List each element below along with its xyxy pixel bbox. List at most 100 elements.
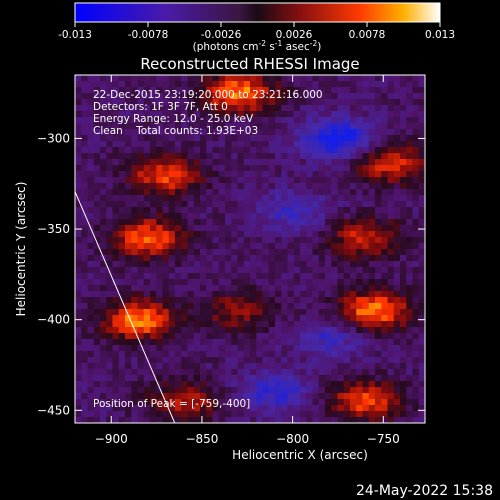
heatmap-cell [331,165,338,172]
heatmap-cell [400,339,407,346]
heatmap-cell [331,285,338,292]
heatmap-cell [243,153,251,160]
heatmap-cell [118,255,126,262]
heatmap-cell [168,285,176,292]
heatmap-cell [387,111,395,118]
heatmap-cell [356,351,363,358]
heatmap-cell [106,381,113,388]
heatmap-cell [368,165,376,172]
heatmap-cell [325,381,332,388]
heatmap-cell [150,219,157,226]
heatmap-cell [137,213,145,220]
heatmap-cell [350,129,357,136]
heatmap-cell [206,309,213,316]
heatmap-cell [175,159,182,166]
heatmap-cell [350,405,357,412]
heatmap-cell [268,351,276,358]
heatmap-cell [87,363,95,370]
heatmap-cell [418,225,425,232]
heatmap-cell [237,105,245,112]
heatmap-cell [412,195,420,202]
heatmap-cell [268,279,276,286]
heatmap-cell [93,297,101,304]
heatmap-cell [243,135,251,142]
heatmap-cell [306,327,313,334]
heatmap-cell [137,369,145,376]
heatmap-cell [418,75,425,82]
heatmap-cell [112,321,120,328]
heatmap-cell [125,291,132,298]
heatmap-cell [118,201,126,208]
heatmap-cell [150,237,157,244]
heatmap-cell [406,333,413,340]
heatmap-cell [418,183,425,190]
heatmap-cell [343,153,351,160]
heatmap-cell [100,303,107,310]
heatmap-cell [162,333,170,340]
heatmap-cell [131,189,138,196]
heatmap-cell [112,369,120,376]
heatmap-cell [343,405,351,412]
heatmap-cell [281,303,288,310]
heatmap-cell [350,273,357,280]
heatmap-cell [181,267,188,274]
heatmap-cell [87,249,95,256]
heatmap-cell [75,333,82,340]
heatmap-cell [162,111,170,118]
heatmap-cell [406,141,413,148]
heatmap-cell [175,363,182,370]
heatmap-cell [212,207,220,214]
heatmap-cell [206,387,213,394]
heatmap-cell [93,123,101,130]
heatmap-cell [125,333,132,340]
heatmap-cell [256,255,263,262]
heatmap-cell [275,243,282,250]
heatmap-cell [168,171,176,178]
heatmap-cell [212,135,220,142]
heatmap-cell [87,219,95,226]
heatmap-cell [387,405,395,412]
heatmap-cell [387,321,395,328]
heatmap-cell [100,123,107,130]
heatmap-cell [262,351,270,358]
heatmap-cell [187,183,195,190]
heatmap-cell [318,369,326,376]
heatmap-cell [193,123,201,130]
heatmap-cell [412,201,420,208]
heatmap-cell [212,225,220,232]
heatmap-cell [231,141,238,148]
heatmap-cell [306,297,313,304]
heatmap-cell [187,273,195,280]
heatmap-cell [156,387,163,394]
heatmap-cell [162,357,170,364]
heatmap-cell [168,81,176,88]
heatmap-cell [362,339,370,346]
heatmap-cell [362,195,370,202]
heatmap-cell [125,345,132,352]
heatmap-cell [268,153,276,160]
heatmap-cell [418,123,425,130]
heatmap-cell [325,171,332,178]
heatmap-cell [418,111,425,118]
heatmap-cell [75,213,82,220]
heatmap-cell [143,231,151,238]
heatmap-cell [200,159,207,166]
heatmap-cell [325,363,332,370]
heatmap-cell [143,225,151,232]
heatmap-cell [312,219,320,226]
heatmap-cell [350,75,357,82]
heatmap-cell [331,405,338,412]
heatmap-cell [325,183,332,190]
heatmap-cell [250,255,257,262]
heatmap-cell [143,177,151,184]
heatmap-cell [231,129,238,136]
heatmap-cell [318,291,326,298]
heatmap-cell [87,273,95,280]
heatmap-cell [206,141,213,148]
heatmap-cell [275,189,282,196]
heatmap-cell [350,291,357,298]
heatmap-cell [256,225,263,232]
heatmap-cell [106,261,113,268]
heatmap-cell [118,309,126,316]
heatmap-cell [225,123,232,130]
